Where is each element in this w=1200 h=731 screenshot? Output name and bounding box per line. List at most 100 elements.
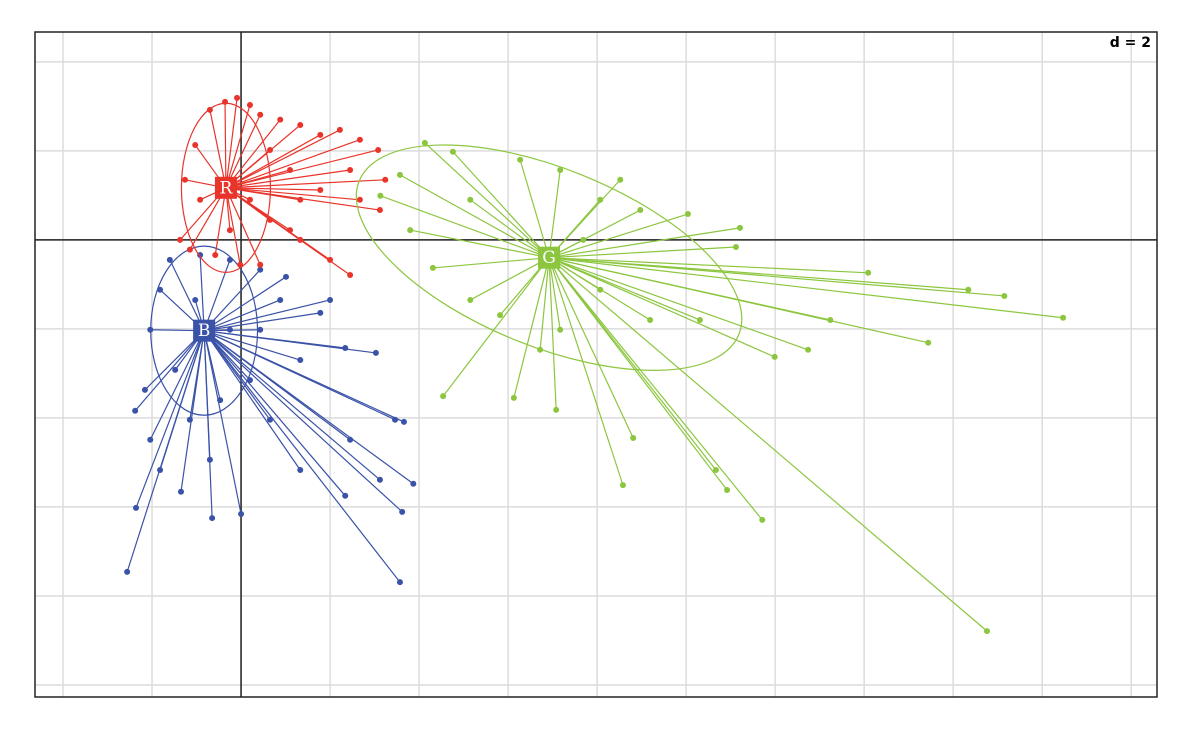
point — [257, 111, 264, 118]
point — [517, 156, 524, 163]
class-group — [355, 139, 1067, 635]
star-line — [548, 227, 741, 259]
star-line — [203, 276, 287, 332]
point — [827, 316, 834, 323]
point — [177, 488, 184, 495]
star-line — [548, 179, 621, 259]
star-line — [203, 330, 221, 401]
point — [166, 256, 173, 263]
star-line — [442, 257, 550, 397]
star-line — [225, 187, 261, 266]
point — [647, 316, 654, 323]
star-line — [548, 169, 561, 258]
star-line — [203, 330, 401, 583]
point — [396, 171, 403, 178]
point — [925, 339, 932, 346]
point — [197, 196, 204, 203]
point — [327, 296, 334, 303]
point — [157, 466, 164, 473]
star-line — [469, 199, 550, 259]
point — [132, 407, 139, 414]
point — [234, 94, 241, 101]
star-line — [203, 330, 242, 515]
star-line — [209, 109, 227, 188]
star-line — [189, 330, 205, 420]
star-line — [203, 330, 396, 421]
star-line — [424, 142, 550, 259]
point — [696, 316, 703, 323]
point — [449, 148, 456, 155]
point — [356, 196, 363, 203]
point — [297, 466, 304, 473]
point — [257, 326, 264, 333]
star-line — [548, 257, 634, 439]
point — [392, 416, 399, 423]
point — [186, 246, 193, 253]
point — [246, 377, 253, 384]
star-line — [452, 151, 550, 259]
star-line — [225, 149, 379, 189]
point — [805, 346, 812, 353]
point — [206, 456, 213, 463]
point — [287, 227, 294, 234]
point — [246, 101, 253, 108]
star-line — [203, 330, 381, 481]
point — [133, 504, 140, 511]
star-line — [214, 187, 227, 256]
point — [537, 346, 544, 353]
point — [336, 126, 343, 133]
point — [429, 264, 436, 271]
point — [467, 196, 474, 203]
point — [617, 176, 624, 183]
point — [226, 227, 233, 234]
star-line — [225, 187, 321, 191]
point — [287, 166, 294, 173]
star-line — [548, 257, 1064, 319]
point — [580, 236, 587, 243]
point — [172, 366, 179, 373]
star-line — [159, 330, 205, 471]
star-line — [135, 330, 205, 509]
point — [1001, 292, 1008, 299]
star-line — [519, 159, 550, 258]
star-line — [225, 97, 238, 188]
point — [342, 492, 349, 499]
star-line — [203, 330, 271, 421]
point — [983, 628, 990, 635]
point — [206, 106, 213, 113]
point — [342, 345, 349, 352]
point — [257, 261, 264, 268]
point — [297, 357, 304, 364]
point — [297, 236, 304, 243]
point — [297, 196, 304, 203]
point — [257, 266, 264, 273]
point — [347, 166, 354, 173]
star-line — [203, 330, 211, 460]
star-line — [225, 187, 360, 201]
class-ellipse — [355, 144, 743, 371]
star-line — [149, 330, 205, 440]
point — [375, 146, 382, 153]
point — [637, 207, 644, 214]
star-line — [548, 257, 763, 521]
star-line — [203, 330, 403, 513]
point — [410, 480, 417, 487]
star-line — [225, 129, 341, 189]
point — [736, 224, 743, 231]
point — [684, 211, 691, 218]
star-line — [410, 229, 550, 259]
point — [510, 394, 517, 401]
point — [440, 393, 447, 400]
point — [619, 482, 626, 489]
star-line — [204, 330, 346, 349]
point — [141, 386, 148, 393]
star-line — [399, 174, 550, 259]
point — [283, 273, 290, 280]
point — [382, 176, 389, 183]
point — [732, 243, 739, 250]
class-group — [124, 245, 417, 586]
star-line — [549, 257, 969, 291]
star-line — [548, 257, 557, 410]
star-line — [203, 330, 351, 441]
